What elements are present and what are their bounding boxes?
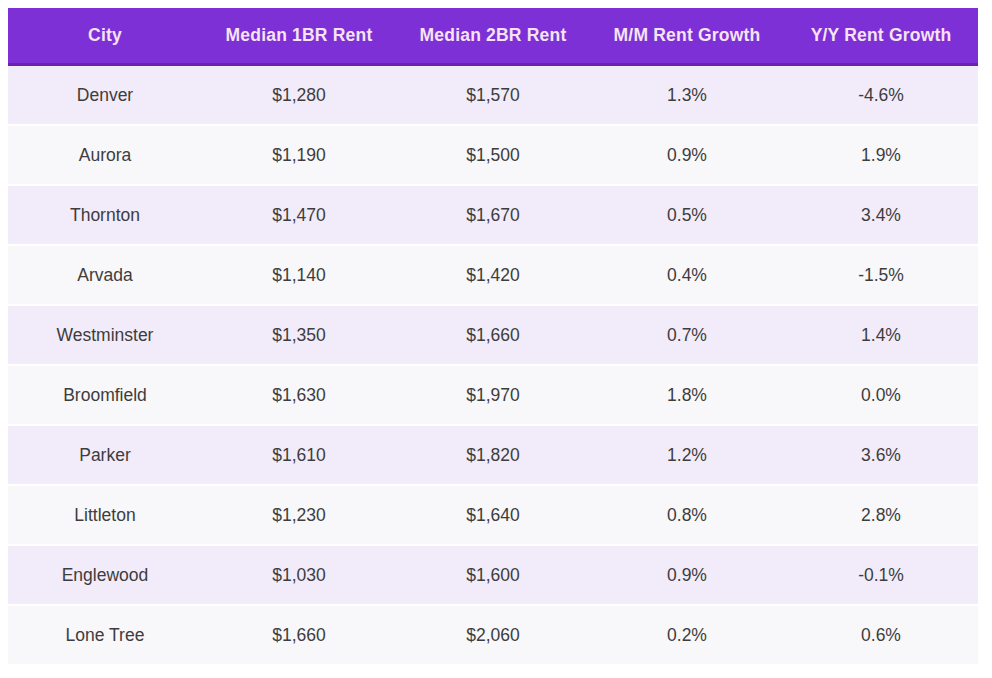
rent-table-body: Denver$1,280$1,5701.3%-4.6%Aurora$1,190$… — [8, 66, 978, 666]
cell-median-1br-rent: $1,350 — [202, 306, 396, 366]
cell-city: Broomfield — [8, 366, 202, 426]
cell-median-1br-rent: $1,280 — [202, 66, 396, 126]
table-row: Westminster$1,350$1,6600.7%1.4% — [8, 306, 978, 366]
cell-mm-rent-growth: 0.4% — [590, 246, 784, 306]
cell-median-2br-rent: $1,670 — [396, 186, 590, 246]
cell-yy-rent-growth: 3.6% — [784, 426, 978, 486]
cell-yy-rent-growth: 0.0% — [784, 366, 978, 426]
cell-median-2br-rent: $2,060 — [396, 606, 590, 666]
table-row: Littleton$1,230$1,6400.8%2.8% — [8, 486, 978, 546]
rent-table-header: CityMedian 1BR RentMedian 2BR RentM/M Re… — [8, 8, 978, 66]
cell-city: Denver — [8, 66, 202, 126]
column-header-median-2br-rent: Median 2BR Rent — [396, 8, 590, 66]
cell-median-1br-rent: $1,190 — [202, 126, 396, 186]
cell-yy-rent-growth: 1.4% — [784, 306, 978, 366]
cell-median-1br-rent: $1,230 — [202, 486, 396, 546]
cell-yy-rent-growth: 3.4% — [784, 186, 978, 246]
cell-mm-rent-growth: 1.8% — [590, 366, 784, 426]
cell-yy-rent-growth: -1.5% — [784, 246, 978, 306]
cell-yy-rent-growth: 2.8% — [784, 486, 978, 546]
cell-mm-rent-growth: 1.2% — [590, 426, 784, 486]
cell-median-2br-rent: $1,420 — [396, 246, 590, 306]
cell-median-1br-rent: $1,660 — [202, 606, 396, 666]
cell-mm-rent-growth: 0.2% — [590, 606, 784, 666]
table-row: Denver$1,280$1,5701.3%-4.6% — [8, 66, 978, 126]
table-row: Thornton$1,470$1,6700.5%3.4% — [8, 186, 978, 246]
column-header-yy-rent-growth: Y/Y Rent Growth — [784, 8, 978, 66]
column-header-city: City — [8, 8, 202, 66]
table-row: Arvada$1,140$1,4200.4%-1.5% — [8, 246, 978, 306]
table-row: Broomfield$1,630$1,9701.8%0.0% — [8, 366, 978, 426]
table-header-row: CityMedian 1BR RentMedian 2BR RentM/M Re… — [8, 8, 978, 66]
cell-median-2br-rent: $1,570 — [396, 66, 590, 126]
cell-city: Thornton — [8, 186, 202, 246]
column-header-mm-rent-growth: M/M Rent Growth — [590, 8, 784, 66]
cell-mm-rent-growth: 0.5% — [590, 186, 784, 246]
cell-mm-rent-growth: 0.9% — [590, 546, 784, 606]
cell-yy-rent-growth: -4.6% — [784, 66, 978, 126]
cell-city: Aurora — [8, 126, 202, 186]
cell-mm-rent-growth: 0.8% — [590, 486, 784, 546]
cell-mm-rent-growth: 1.3% — [590, 66, 784, 126]
cell-city: Westminster — [8, 306, 202, 366]
cell-yy-rent-growth: 1.9% — [784, 126, 978, 186]
cell-mm-rent-growth: 0.7% — [590, 306, 784, 366]
cell-median-2br-rent: $1,970 — [396, 366, 590, 426]
rent-table: CityMedian 1BR RentMedian 2BR RentM/M Re… — [8, 8, 978, 666]
cell-yy-rent-growth: -0.1% — [784, 546, 978, 606]
table-row: Englewood$1,030$1,6000.9%-0.1% — [8, 546, 978, 606]
cell-median-1br-rent: $1,470 — [202, 186, 396, 246]
cell-city: Englewood — [8, 546, 202, 606]
cell-yy-rent-growth: 0.6% — [784, 606, 978, 666]
cell-city: Littleton — [8, 486, 202, 546]
cell-city: Parker — [8, 426, 202, 486]
cell-median-2br-rent: $1,660 — [396, 306, 590, 366]
cell-mm-rent-growth: 0.9% — [590, 126, 784, 186]
column-header-median-1br-rent: Median 1BR Rent — [202, 8, 396, 66]
cell-median-2br-rent: $1,600 — [396, 546, 590, 606]
cell-median-2br-rent: $1,820 — [396, 426, 590, 486]
page: CityMedian 1BR RentMedian 2BR RentM/M Re… — [0, 0, 992, 678]
cell-median-1br-rent: $1,610 — [202, 426, 396, 486]
table-row: Aurora$1,190$1,5000.9%1.9% — [8, 126, 978, 186]
cell-city: Arvada — [8, 246, 202, 306]
cell-median-1br-rent: $1,030 — [202, 546, 396, 606]
cell-median-1br-rent: $1,140 — [202, 246, 396, 306]
cell-city: Lone Tree — [8, 606, 202, 666]
cell-median-1br-rent: $1,630 — [202, 366, 396, 426]
cell-median-2br-rent: $1,640 — [396, 486, 590, 546]
cell-median-2br-rent: $1,500 — [396, 126, 590, 186]
table-row: Parker$1,610$1,8201.2%3.6% — [8, 426, 978, 486]
table-row: Lone Tree$1,660$2,0600.2%0.6% — [8, 606, 978, 666]
